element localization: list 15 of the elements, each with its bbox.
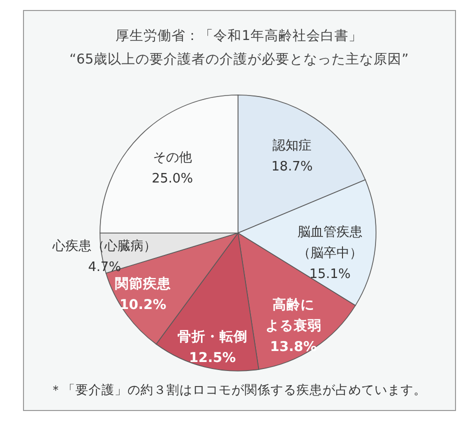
slice-label: 脳血管疾患（脳卒中） [297,225,362,262]
data-label: 25.0% [152,172,194,187]
data-label: 15.1% [309,267,351,282]
chart-subtitle: “65歳以上の要介護者の介護が必要となった主な原因” [69,52,409,68]
data-label: 13.8% [270,339,318,356]
slice-label: 高齢による衰弱 [265,296,322,334]
data-label: 12.5% [188,350,236,366]
slice-label: 認知症 [272,138,312,154]
text: ＊「要介護」の約３割はロコモが関係する疾患が占めています。 [50,382,426,397]
data-label: 10.2% [119,297,167,314]
data-label: 18.7% [271,159,313,174]
slice-label: 骨折・転倒 [177,328,248,345]
slice-label: その他 [152,150,192,166]
slice-label: 関節疾患 [114,275,172,292]
chart-title: 厚生労働省：「令和1年高齢社会白書」 [116,28,362,44]
